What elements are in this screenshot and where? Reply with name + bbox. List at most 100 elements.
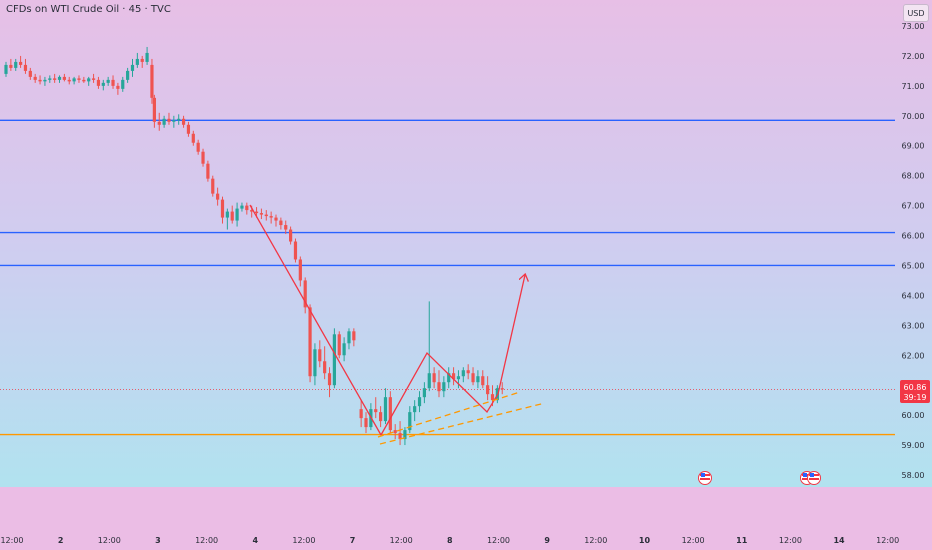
candle[interactable]: [303, 277, 307, 314]
candle[interactable]: [374, 397, 378, 419]
candle[interactable]: [476, 370, 480, 389]
candle[interactable]: [347, 328, 351, 350]
candle[interactable]: [427, 301, 431, 392]
candle[interactable]: [135, 52, 139, 68]
candle[interactable]: [201, 148, 205, 167]
candle[interactable]: [447, 367, 451, 389]
candle[interactable]: [332, 328, 336, 389]
candle[interactable]: [337, 331, 341, 359]
candle[interactable]: [72, 76, 76, 85]
candle[interactable]: [106, 76, 110, 86]
candle[interactable]: [259, 208, 264, 220]
candle[interactable]: [437, 370, 441, 398]
candle[interactable]: [101, 79, 105, 91]
candle[interactable]: [62, 73, 66, 82]
candle[interactable]: [82, 76, 86, 83]
candle[interactable]: [23, 58, 28, 74]
candle[interactable]: [216, 187, 220, 206]
candle[interactable]: [162, 115, 166, 128]
currency-button[interactable]: USD: [903, 4, 929, 22]
candle[interactable]: [57, 75, 62, 83]
candle[interactable]: [289, 226, 293, 245]
candle[interactable]: [274, 214, 278, 227]
candle[interactable]: [145, 46, 149, 65]
candle[interactable]: [4, 61, 8, 77]
candle[interactable]: [352, 328, 356, 347]
candle[interactable]: [279, 217, 283, 230]
candle[interactable]: [191, 130, 195, 146]
candle[interactable]: [422, 382, 426, 404]
candle[interactable]: [116, 82, 120, 95]
candle[interactable]: [48, 75, 52, 83]
time-axis[interactable]: 12:00 2 12:00 3 12:00 4 12:00 7 12:00 8 12:00 9 12:0…: [0, 536, 899, 545]
candle[interactable]: [177, 114, 181, 125]
candle[interactable]: [33, 73, 37, 83]
candle[interactable]: [157, 112, 161, 131]
candle[interactable]: [196, 139, 200, 155]
candle[interactable]: [96, 76, 101, 89]
candle[interactable]: [150, 58, 154, 104]
candle[interactable]: [172, 115, 176, 128]
candle[interactable]: [413, 400, 417, 422]
candle[interactable]: [432, 367, 436, 389]
candle[interactable]: [111, 75, 115, 89]
candle[interactable]: [461, 367, 465, 383]
candle[interactable]: [298, 256, 302, 287]
candle[interactable]: [225, 208, 229, 230]
candle[interactable]: [9, 58, 13, 71]
candle[interactable]: [245, 202, 249, 215]
candle[interactable]: [220, 196, 225, 224]
candle[interactable]: [235, 202, 239, 227]
candle[interactable]: [364, 412, 368, 434]
candle[interactable]: [269, 211, 273, 224]
candle[interactable]: [130, 58, 135, 77]
candle[interactable]: [152, 94, 156, 128]
candle[interactable]: [211, 175, 215, 197]
candle[interactable]: [38, 75, 42, 85]
candle[interactable]: [293, 238, 298, 263]
candle[interactable]: [466, 364, 470, 380]
candle[interactable]: [313, 343, 317, 386]
candle[interactable]: [14, 58, 18, 71]
candle[interactable]: [77, 75, 81, 83]
candle[interactable]: [359, 400, 363, 428]
candle[interactable]: [91, 73, 96, 83]
candle[interactable]: [186, 121, 191, 137]
candle[interactable]: [206, 160, 210, 182]
candle[interactable]: [486, 376, 490, 401]
candle[interactable]: [181, 115, 186, 128]
candle[interactable]: [379, 406, 383, 428]
candle[interactable]: [398, 421, 402, 446]
candle[interactable]: [318, 340, 322, 368]
candle[interactable]: [451, 367, 456, 386]
candle[interactable]: [18, 55, 23, 68]
candle[interactable]: [323, 346, 327, 380]
candle[interactable]: [342, 337, 346, 362]
candle[interactable]: [500, 382, 504, 395]
candle[interactable]: [264, 210, 268, 221]
candle[interactable]: [393, 424, 397, 440]
candle[interactable]: [43, 76, 47, 86]
price-axis[interactable]: 58.0059.0060.0061.0062.0063.0064.0065.00…: [902, 22, 925, 480]
candle[interactable]: [121, 76, 125, 92]
candle[interactable]: [442, 376, 446, 398]
us-flag-icon[interactable]: [807, 471, 821, 485]
candle[interactable]: [308, 304, 312, 383]
candle[interactable]: [417, 391, 422, 413]
candle[interactable]: [87, 76, 91, 86]
candle[interactable]: [471, 367, 475, 386]
candle[interactable]: [408, 406, 412, 434]
candle[interactable]: [140, 55, 144, 68]
us-flag-icon[interactable]: [698, 471, 712, 485]
candle[interactable]: [28, 67, 32, 80]
candle[interactable]: [126, 67, 130, 83]
candle[interactable]: [383, 388, 388, 425]
candle[interactable]: [167, 112, 171, 125]
candle[interactable]: [388, 391, 392, 434]
candle[interactable]: [284, 220, 288, 235]
candle[interactable]: [456, 370, 461, 389]
candle[interactable]: [230, 205, 234, 224]
candle[interactable]: [327, 367, 332, 398]
candle[interactable]: [53, 73, 57, 83]
